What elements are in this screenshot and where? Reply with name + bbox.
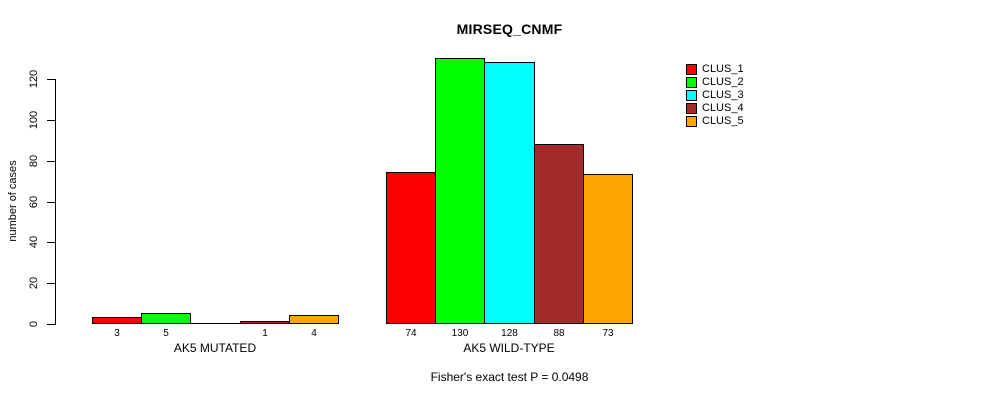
bar-value-label: 5 [163,328,169,339]
x-category-label: AK5 WILD-TYPE [463,341,555,355]
bar-clus-4 [534,144,584,324]
y-tick-label: 100 [28,110,40,130]
y-tick-label: 20 [28,276,40,290]
bar-clus-2 [435,58,485,324]
y-axis-line [55,79,56,325]
bar-clus-4 [240,321,290,324]
bar-clus-5 [583,174,633,324]
y-tick [47,324,55,325]
legend-item: CLUS_5 [686,115,744,128]
y-tick-label: 80 [28,154,40,168]
bar-value-label: 128 [501,328,518,339]
legend-label: CLUS_4 [702,102,744,114]
fisher-test-annotation: Fisher's exact test P = 0.0498 [430,370,589,384]
bar-value-label: 3 [114,328,120,339]
y-tick [47,283,55,284]
x-category-label: AK5 MUTATED [173,341,257,355]
bar-clus-5 [289,315,339,324]
bar-value-label: 73 [602,328,614,339]
bar-value-label: 130 [451,328,469,339]
legend-label: CLUS_5 [702,115,744,127]
bar-clus-3 [484,62,535,324]
bar-clus-1 [386,172,436,324]
chart-title: MIRSEQ_CNMF [456,21,563,37]
y-tick [47,79,55,80]
y-tick-label: 40 [28,235,40,249]
legend-swatch [686,64,697,75]
bar-value-label: 4 [311,328,317,339]
legend-label: CLUS_2 [702,76,744,88]
y-tick [47,202,55,203]
bar-value-label: 74 [405,328,417,339]
y-tick-label: 0 [28,320,40,328]
legend-swatch [686,116,697,127]
legend-swatch [686,103,697,114]
y-tick [47,120,55,121]
legend-item: CLUS_3 [686,89,744,102]
y-tick [47,161,55,162]
y-tick [47,242,55,243]
bar-value-label: 88 [553,328,565,339]
bar-clus-1 [92,317,142,324]
legend-item: CLUS_1 [686,63,744,76]
y-axis-title: number of cases [7,160,19,242]
legend-swatch [686,77,697,88]
legend-item: CLUS_4 [686,102,744,115]
legend-swatch [686,90,697,101]
group-baseline [92,323,338,324]
y-tick-label: 120 [28,69,40,89]
bar-clus-2 [141,313,191,324]
legend-label: CLUS_3 [702,89,744,101]
legend: CLUS_1 CLUS_2 CLUS_3 CLUS_4 CLUS_5 [686,63,744,128]
bar-value-label: 1 [262,328,268,339]
legend-label: CLUS_1 [702,63,744,75]
legend-item: CLUS_2 [686,76,744,89]
y-tick-label: 60 [28,195,40,209]
